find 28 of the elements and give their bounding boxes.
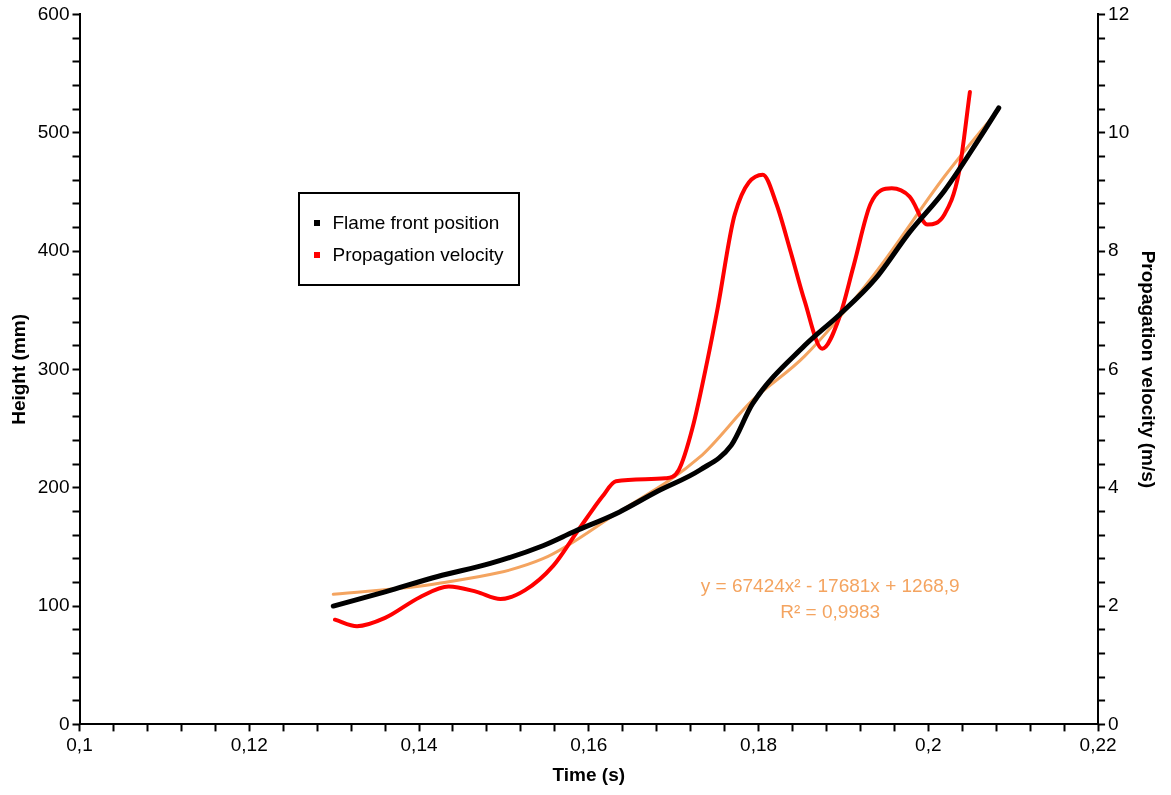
x-tick-label: 0,22 (1079, 734, 1117, 756)
legend-label: Flame front position (332, 211, 500, 234)
legend-label: Propagation velocity (332, 243, 504, 266)
y2-tick-label: 4 (1108, 475, 1120, 497)
y2-tick-label: 6 (1108, 357, 1119, 379)
x-tick-label: 0,14 (400, 734, 438, 756)
y-tick-label: 100 (37, 594, 70, 616)
x-tick-label: 0,12 (230, 734, 268, 756)
y-tick-label: 0 (58, 712, 70, 734)
y2-tick-label: 10 (1108, 120, 1130, 142)
y2-tick-label: 12 (1108, 2, 1130, 24)
y2-tick-label: 2 (1108, 594, 1119, 616)
annotation: y = 67424x² - 17681x + 1268,9 (700, 574, 960, 599)
y2-tick-label: 0 (1108, 712, 1119, 734)
y-axis-title: Height (mm) (7, 313, 29, 425)
y-tick-label: 400 (37, 239, 70, 261)
annotation: R² = 0,9983 (779, 600, 882, 625)
x-axis-title: Time (s) (552, 763, 626, 785)
y2-tick-label: 8 (1108, 239, 1119, 261)
x-tick-label: 0,2 (915, 734, 942, 756)
y-tick-label: 600 (37, 2, 70, 24)
x-tick-label: 0,1 (66, 734, 93, 756)
x-tick-label: 0,16 (570, 734, 608, 756)
x-tick-label: 0,18 (740, 734, 778, 756)
y-tick-label: 300 (37, 357, 70, 379)
y-tick-label: 500 (37, 120, 70, 142)
y2-axis-title: Propagation velocity (m/s) (1138, 250, 1160, 489)
y-tick-label: 200 (37, 475, 70, 497)
